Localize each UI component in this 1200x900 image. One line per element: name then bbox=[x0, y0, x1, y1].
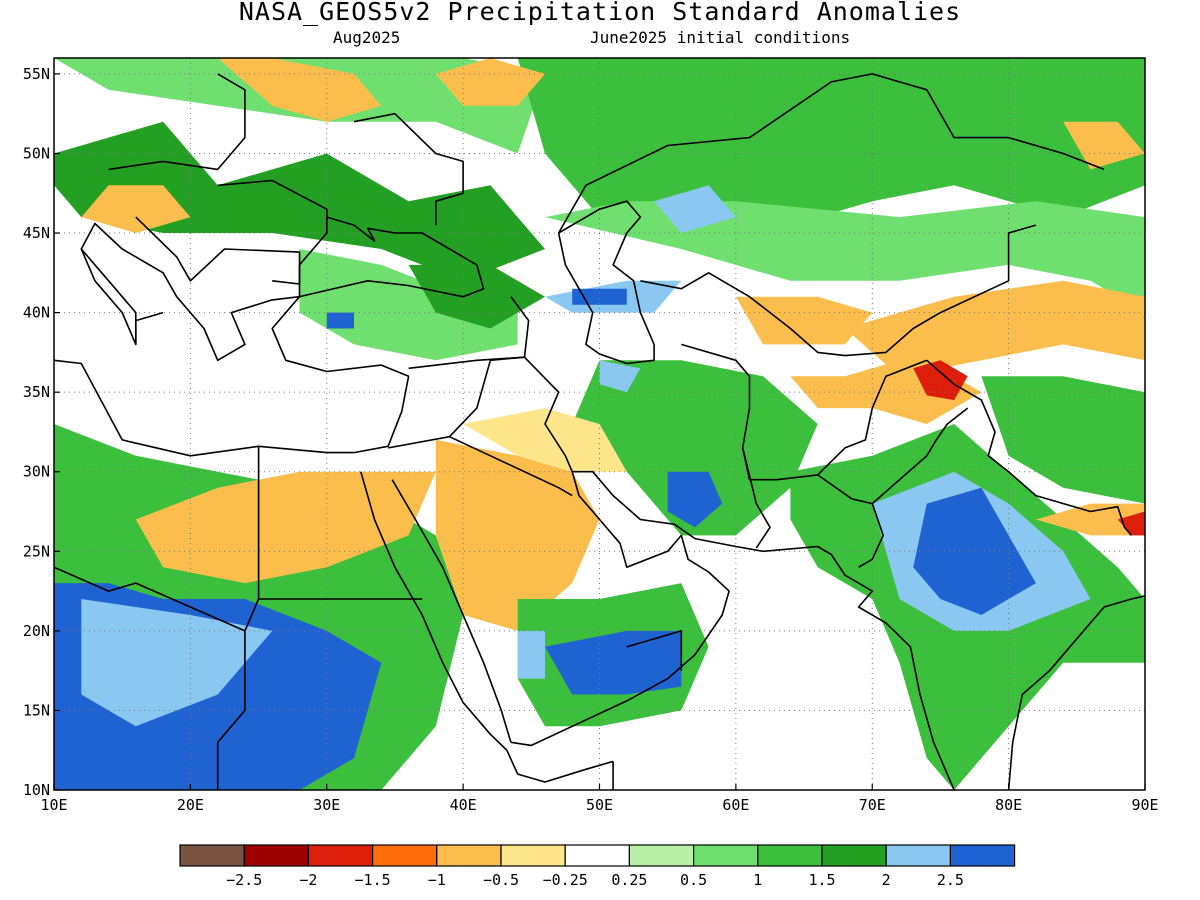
colorbar-label: −2.5 bbox=[226, 871, 262, 889]
border-line bbox=[640, 224, 1037, 357]
colorbar-label: −0.5 bbox=[483, 871, 519, 889]
colorbar-swatch bbox=[307, 844, 374, 867]
lon-tick-label: 50E bbox=[586, 796, 613, 814]
lon-tick-label: 90E bbox=[1131, 796, 1158, 814]
colorbar-label: 0.5 bbox=[680, 871, 707, 889]
border-line bbox=[448, 356, 573, 473]
anomaly-patch bbox=[463, 408, 627, 472]
border-line bbox=[360, 471, 508, 751]
lat-tick-label: 25N bbox=[23, 542, 50, 560]
border-line bbox=[557, 200, 655, 365]
anomaly-patch bbox=[572, 360, 818, 536]
anomaly-patch bbox=[54, 121, 545, 281]
border-line bbox=[80, 248, 164, 346]
colorbar-swatch bbox=[885, 844, 952, 867]
anomaly-patch bbox=[299, 249, 518, 361]
colorbar-swatch bbox=[500, 844, 566, 867]
lat-tick-label: 50N bbox=[23, 144, 50, 162]
colorbar-swatch bbox=[757, 844, 823, 867]
anomaly-patch bbox=[135, 471, 436, 584]
anomaly-patch bbox=[913, 360, 968, 401]
border-line bbox=[926, 359, 1133, 536]
colorbar-swatch bbox=[564, 844, 631, 867]
border-line bbox=[217, 179, 328, 226]
border-line bbox=[1007, 595, 1145, 790]
colorbar-swatch bbox=[436, 844, 502, 867]
anomaly-patch bbox=[735, 296, 873, 345]
border-line bbox=[510, 471, 730, 747]
anomaly-patch bbox=[654, 185, 736, 233]
lat-tick-label: 10N bbox=[23, 781, 50, 799]
border-line bbox=[506, 749, 614, 783]
lat-tick-label: 40N bbox=[23, 304, 50, 322]
colorbar-label: −1.5 bbox=[355, 871, 391, 889]
anomaly-patch bbox=[545, 630, 682, 695]
anomaly-patch bbox=[545, 201, 1145, 313]
colorbar-label: 2.5 bbox=[937, 871, 964, 889]
lon-tick-label: 10E bbox=[40, 796, 67, 814]
anomaly-patch bbox=[599, 360, 641, 393]
anomaly-patch bbox=[1063, 121, 1145, 170]
border-line bbox=[54, 566, 246, 632]
border-line bbox=[135, 216, 301, 285]
colorbar-label: −0.25 bbox=[543, 871, 588, 889]
initial-conditions: June2025 initial conditions bbox=[590, 28, 851, 47]
anomaly-patch bbox=[845, 280, 1145, 377]
colorbar-swatch bbox=[821, 844, 887, 867]
colorbar-label: 1.5 bbox=[808, 871, 835, 889]
forecast-month: Aug2025 bbox=[333, 28, 401, 47]
colorbar-label: 0.25 bbox=[611, 871, 647, 889]
border-line bbox=[108, 73, 246, 171]
colorbar-label: −1 bbox=[428, 871, 446, 889]
anomaly-patch bbox=[326, 312, 354, 329]
colorbar-label: 1 bbox=[753, 871, 762, 889]
border-line bbox=[871, 407, 969, 505]
border-line bbox=[353, 112, 464, 226]
colorbar-label: 2 bbox=[882, 871, 891, 889]
colorbar-swatch bbox=[243, 844, 309, 867]
border-line bbox=[817, 474, 885, 568]
map-title: NASA_GEOS5v2 Precipitation Standard Anom… bbox=[238, 0, 962, 26]
anomaly-patch bbox=[1035, 503, 1145, 536]
lat-tick-label: 45N bbox=[23, 224, 50, 242]
colorbar-label: −2 bbox=[299, 871, 317, 889]
lon-tick-label: 80E bbox=[995, 796, 1022, 814]
lon-tick-label: 60E bbox=[722, 796, 749, 814]
border-line bbox=[741, 447, 771, 549]
anomaly-patch bbox=[667, 471, 723, 528]
border-line bbox=[626, 630, 683, 671]
lon-tick-label: 70E bbox=[859, 796, 886, 814]
lat-tick-label: 55N bbox=[23, 65, 50, 83]
anomaly-patch bbox=[81, 185, 191, 233]
border-line bbox=[216, 446, 260, 790]
lon-tick-label: 40E bbox=[450, 796, 477, 814]
colorbar-swatch bbox=[949, 844, 1016, 867]
lat-tick-label: 35N bbox=[23, 383, 50, 401]
anomaly-patch bbox=[517, 58, 1145, 233]
border-line bbox=[681, 343, 928, 481]
lat-tick-label: 30N bbox=[23, 463, 50, 481]
lat-tick-label: 15N bbox=[23, 701, 50, 719]
border-line bbox=[54, 222, 410, 457]
anomaly-patch bbox=[217, 58, 382, 122]
lat-tick-label: 20N bbox=[23, 622, 50, 640]
anomaly-patch bbox=[1117, 511, 1145, 536]
border-line bbox=[408, 296, 530, 370]
lon-tick-label: 30E bbox=[313, 796, 340, 814]
border-line bbox=[387, 435, 573, 497]
lon-tick-label: 20E bbox=[177, 796, 204, 814]
anomaly-patch bbox=[408, 264, 545, 329]
border-line bbox=[557, 73, 1105, 234]
colorbar-swatch bbox=[372, 844, 438, 867]
border-line bbox=[391, 479, 512, 743]
anomaly-patch bbox=[517, 630, 545, 679]
border-line bbox=[572, 470, 955, 790]
colorbar-swatch bbox=[692, 844, 759, 867]
colorbar-swatch bbox=[179, 844, 245, 867]
colorbar-swatch bbox=[628, 844, 695, 867]
border-line bbox=[298, 216, 485, 298]
